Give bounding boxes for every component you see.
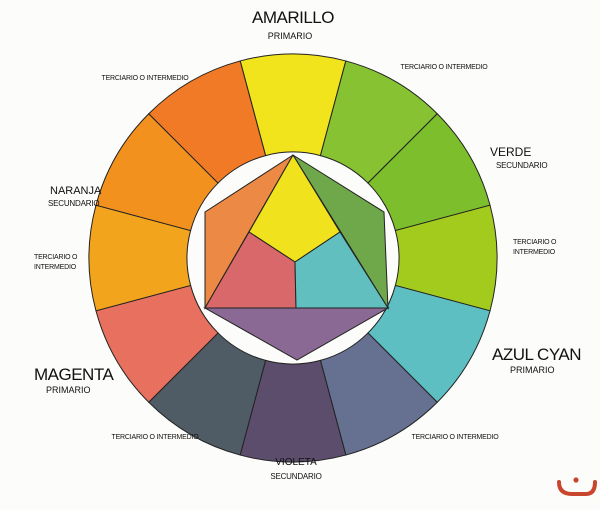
label-terciario-right-2: INTERMEDIO bbox=[513, 249, 555, 256]
inner-cyan-kite bbox=[294, 231, 389, 309]
label-violeta-sub: SECUNDARIO bbox=[270, 472, 322, 481]
label-magenta-sub: PRIMARIO bbox=[46, 385, 91, 395]
label-amarillo: AMARILLO bbox=[252, 8, 334, 27]
label-azul-sub: PRIMARIO bbox=[510, 365, 555, 375]
label-violeta: VIOLETA bbox=[275, 457, 317, 468]
label-terciario-bottom-left: TERCIARIO O INTERMEDIO bbox=[111, 434, 199, 441]
label-terciario-top-right: TERCIARIO O INTERMEDIO bbox=[400, 64, 488, 71]
label-terciario-right-1: TERCIARIO O bbox=[513, 239, 557, 246]
label-terciario-left-2: INTERMEDIO bbox=[34, 264, 76, 271]
label-magenta: MAGENTA bbox=[34, 365, 114, 384]
label-azul-cyan: AZUL CYAN bbox=[492, 345, 582, 364]
label-verde-sub: SECUNDARIO bbox=[496, 161, 548, 170]
label-amarillo-sub: PRIMARIO bbox=[267, 31, 313, 41]
label-terciario-top-left: TERCIARIO O INTERMEDIO bbox=[101, 75, 189, 82]
label-naranja: NARANJA bbox=[50, 185, 102, 197]
label-naranja-sub: SECUNDARIO bbox=[48, 199, 100, 208]
label-terciario-left-1: TERCIARIO O bbox=[34, 254, 78, 261]
label-terciario-bottom-right: TERCIARIO O INTERMEDIO bbox=[411, 434, 499, 441]
label-verde: VERDE bbox=[490, 145, 532, 159]
wheel-segment-red-orange bbox=[148, 60, 267, 184]
